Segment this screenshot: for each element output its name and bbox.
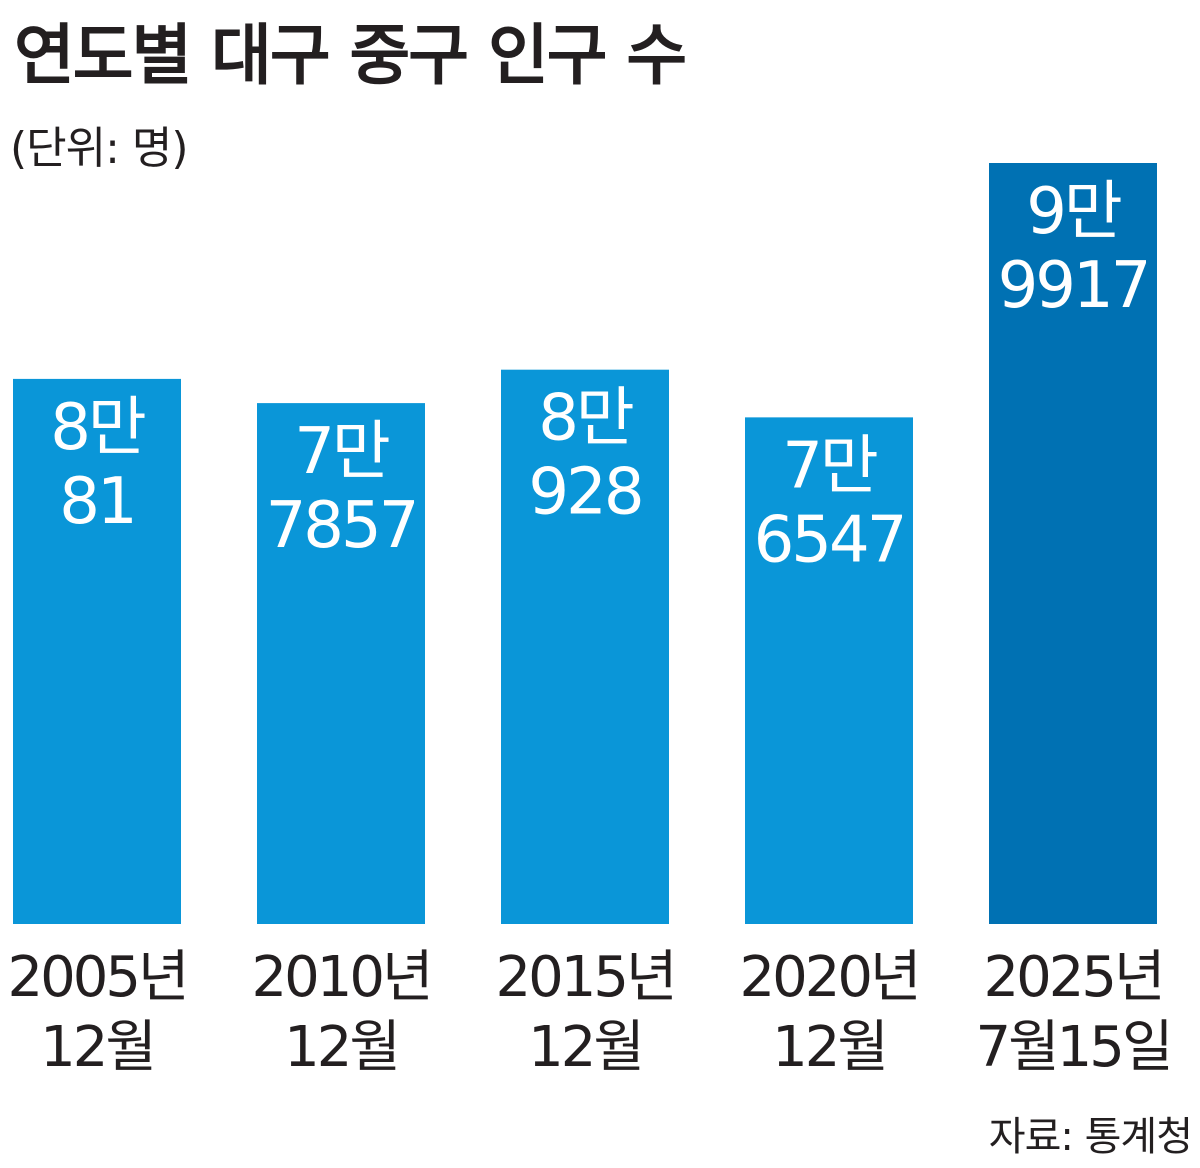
bar-value-label-4-1: 9917 — [998, 249, 1149, 323]
bar-value-label-0-0: 8만 — [50, 391, 145, 465]
bar-1 — [257, 403, 425, 925]
bar-value-label-2-1: 928 — [528, 456, 641, 530]
bar-value-label-1-1: 7857 — [266, 489, 417, 563]
category-label-4-0: 2025년 — [983, 945, 1162, 1010]
category-label-3-1: 12월 — [772, 1015, 886, 1080]
bar-4 — [989, 163, 1157, 924]
bar-value-label-3-0: 7만 — [782, 429, 877, 503]
unit-note: (단위: 명) — [10, 123, 189, 174]
category-label-1-0: 2010년 — [251, 945, 430, 1010]
bar-value-label-1-0: 7만 — [294, 415, 389, 489]
bar-2 — [501, 369, 669, 924]
source-note: 자료: 통계청 — [988, 1114, 1193, 1160]
category-label-3-0: 2020년 — [739, 945, 918, 1010]
chart-title: 연도별 대구 중구 인구 수 — [14, 17, 687, 94]
category-label-0-0: 2005년 — [7, 945, 186, 1010]
bar-value-label-4-0: 9만 — [1026, 175, 1121, 249]
category-label-4-1: 7월15일 — [976, 1015, 1171, 1080]
bar-value-label-0-1: 81 — [59, 465, 134, 539]
category-label-1-1: 12월 — [284, 1015, 398, 1080]
category-label-0-1: 12월 — [40, 1015, 154, 1080]
bar-3 — [745, 417, 913, 924]
bar-value-label-2-0: 8만 — [538, 382, 633, 456]
category-label-2-0: 2015년 — [495, 945, 674, 1010]
category-label-2-1: 12월 — [528, 1015, 642, 1080]
bar-value-label-3-1: 6547 — [754, 503, 905, 577]
bar-0 — [13, 378, 181, 925]
